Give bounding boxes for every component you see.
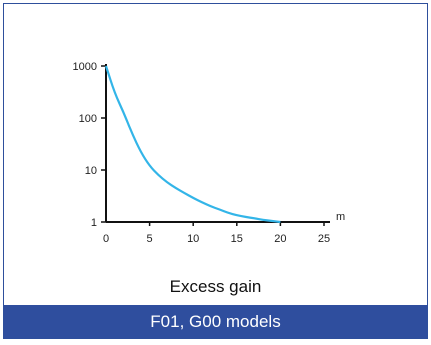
x-unit-label: m — [336, 211, 345, 223]
y-tick-label: 1000 — [73, 61, 97, 73]
x-tick-label: 0 — [103, 233, 109, 245]
x-tick-label: 10 — [187, 233, 199, 245]
chart-caption: Excess gain — [169, 277, 262, 296]
y-tick-label: 100 — [79, 113, 97, 125]
x-tick-label: 20 — [274, 233, 286, 245]
series-line — [104, 65, 281, 224]
y-tick-label: 1 — [91, 217, 97, 229]
x-tick-label: 5 — [147, 233, 153, 245]
plot-area: 1 10 100 1000 0 5 10 15 20 25 m — [44, 44, 404, 264]
x-tick-label: 15 — [231, 233, 243, 245]
excess-gain-chart: 1 10 100 1000 0 5 10 15 20 25 m — [73, 61, 346, 245]
x-tick-label: 25 — [318, 233, 330, 245]
y-tick-label: 10 — [85, 165, 97, 177]
footer-banner: F01, G00 models — [4, 305, 427, 338]
chart-card: 1 10 100 1000 0 5 10 15 20 25 m Excess gain F01, G… — [3, 3, 428, 339]
